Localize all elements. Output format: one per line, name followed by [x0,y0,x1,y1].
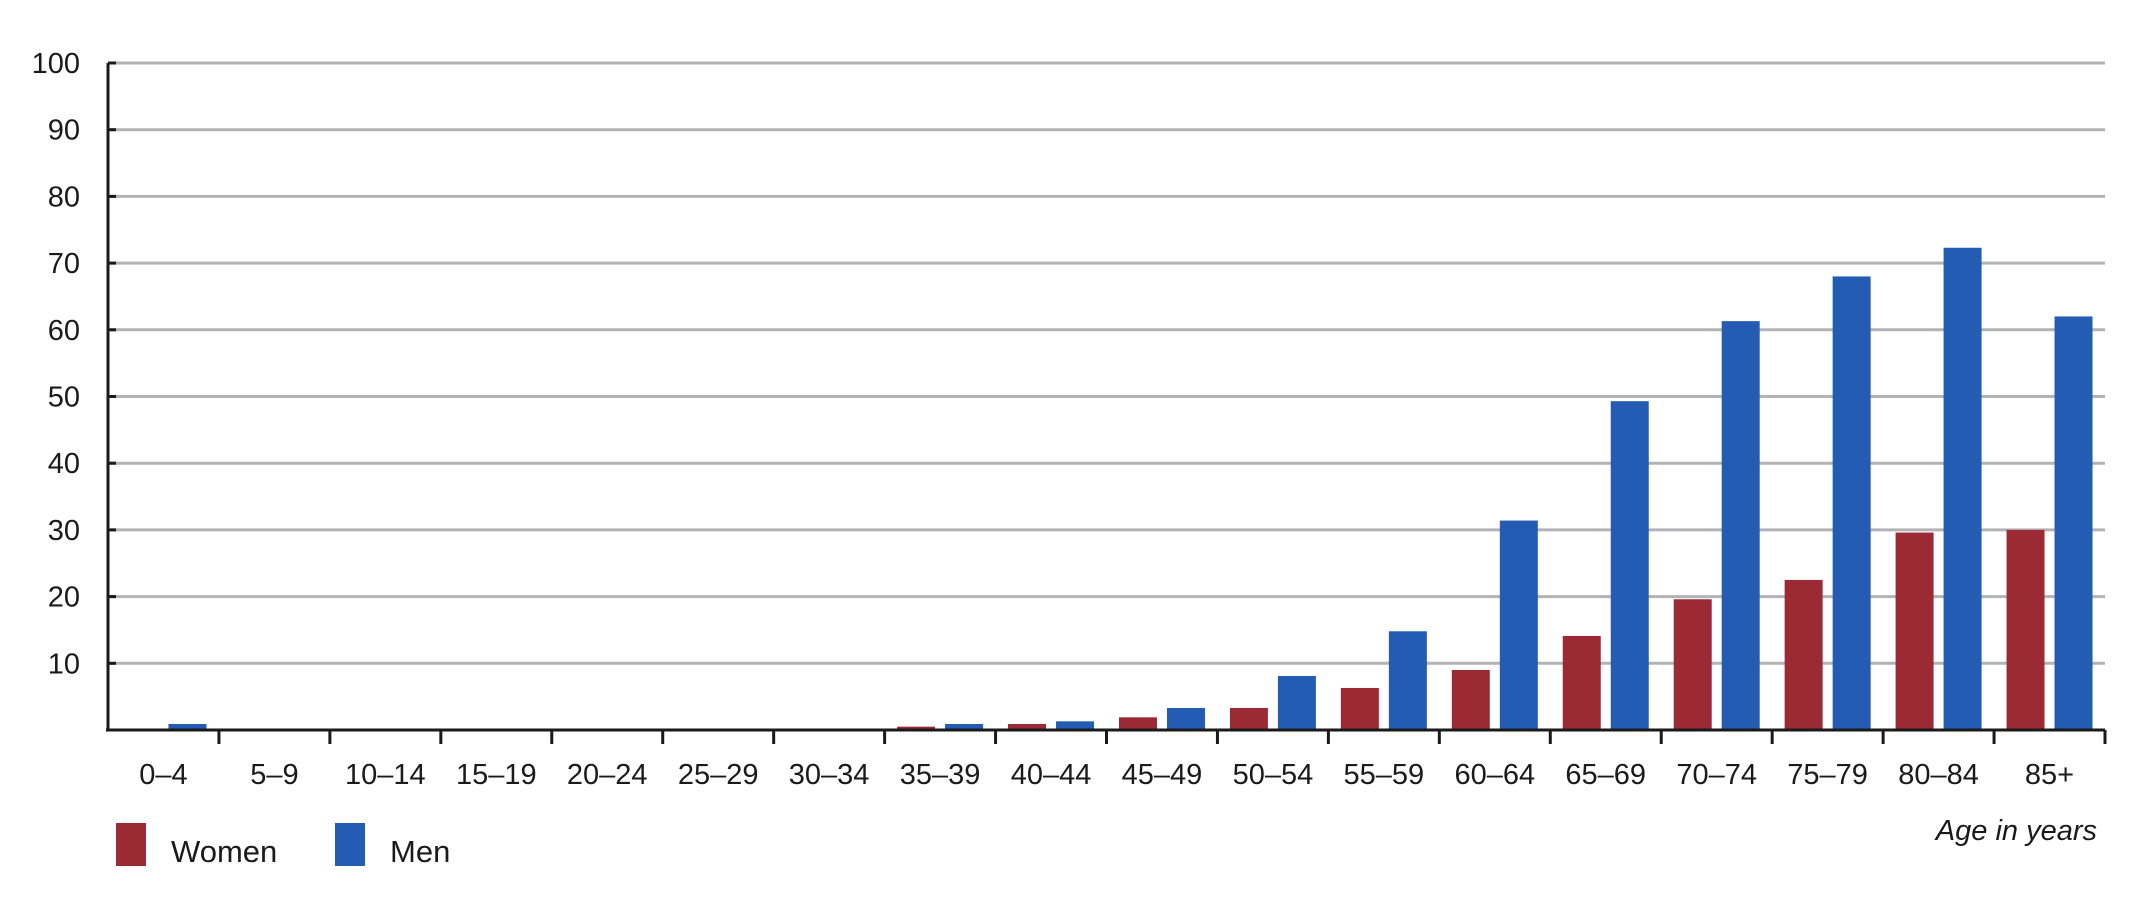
bar-women [1340,687,1379,730]
bar-men [1388,631,1427,730]
legend: Women Men [116,823,450,869]
bars [120,247,2093,730]
y-tick-label: 60 [48,315,80,347]
x-tick-label: 65–69 [1565,759,1646,791]
legend-label-men: Men [390,834,450,869]
bar-women [1784,579,1823,730]
bar-women [1229,707,1268,730]
bar-women [1562,635,1601,730]
x-tick-label: 5–9 [250,759,298,791]
x-tick-label: 25–29 [678,759,759,791]
y-tick-label: 80 [48,181,80,213]
x-tick-label: 80–84 [1898,759,1979,791]
bar-men [2054,316,2093,730]
bar-men [1943,247,1982,730]
bar-women [1451,669,1490,730]
bar-men [945,723,984,730]
legend-label-women: Women [171,834,277,869]
y-tick-label: 20 [48,582,80,614]
legend-swatch-men [335,823,365,866]
x-tick-label: 40–44 [1011,759,1092,791]
bar-women [1673,599,1712,730]
x-tick-label: 60–64 [1454,759,1535,791]
y-tick-label: 70 [48,248,80,280]
y-tick-label: 50 [48,382,80,414]
x-tick-label: 15–19 [456,759,537,791]
bar-women [897,726,936,730]
bar-men [1166,707,1205,730]
y-tick-labels: 10 20 30 40 50 60 70 80 90 100 [32,48,116,680]
legend-swatch-women [116,823,146,866]
bar-men [1832,276,1871,730]
x-tick-label: 55–59 [1344,759,1425,791]
x-tick-label: 35–39 [900,759,981,791]
x-tick-labels: 0–4 5–9 10–14 15–19 20–24 25–29 30–34 35–39 40–4… [139,730,2107,791]
bar-men [1721,321,1760,730]
x-tick-label: 0–4 [139,759,187,791]
x-tick-label: 50–54 [1233,759,1314,791]
x-tick-label: 30–34 [789,759,870,791]
bar-women [2006,529,2045,730]
bar-men [1610,401,1649,730]
y-tick-label: 90 [48,115,80,147]
y-tick-label: 40 [48,448,80,480]
x-tick-label: 10–14 [345,759,426,791]
bar-men [1499,520,1538,730]
gridlines [108,61,2105,665]
y-tick-label: 100 [32,48,80,80]
bar-men [1056,721,1095,730]
x-tick-label: 70–74 [1676,759,1757,791]
y-tick-label: 10 [48,648,80,680]
bar-men [168,723,207,730]
y-tick-label: 30 [48,515,80,547]
bar-women [1895,532,1934,730]
x-tick-label: 45–49 [1122,759,1203,791]
x-tick-label: 20–24 [567,759,648,791]
bar-women [1008,723,1047,730]
bar-men [1277,675,1316,730]
bar-women [1118,717,1157,730]
x-tick-label: 85+ [2025,759,2074,791]
x-axis-title: Age in years [1934,815,2097,847]
x-tick-label: 75–79 [1787,759,1868,791]
